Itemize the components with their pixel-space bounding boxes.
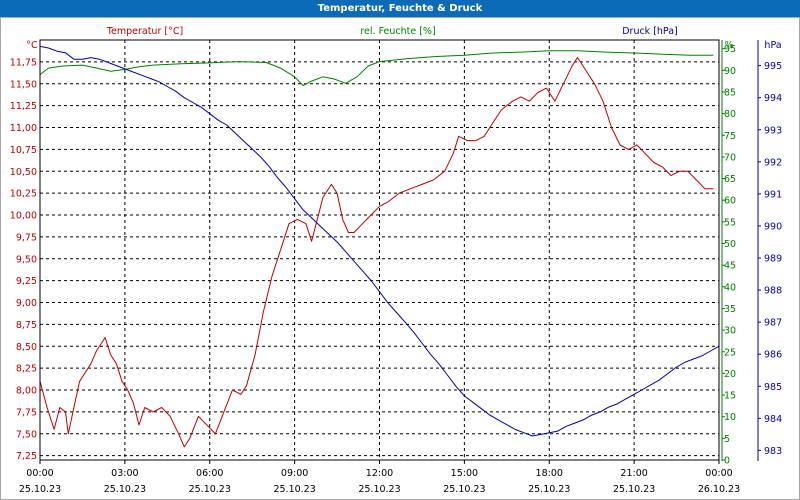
- y-tick-pressure: 993: [764, 125, 782, 136]
- y-tick-pressure: 989: [764, 254, 782, 265]
- x-tick-time: 21:00: [620, 468, 647, 479]
- series-line-left: [39, 57, 714, 448]
- x-tick-date: 25.10.23: [189, 484, 231, 495]
- x-tick-date: 25.10.23: [613, 484, 655, 495]
- y-tick-humidity: 60: [724, 196, 736, 207]
- y-tick-humidity: 35: [724, 304, 736, 315]
- y-tick-humidity: 95: [724, 44, 736, 55]
- y-tick-humidity: 85: [724, 87, 736, 98]
- y-tick-pressure: 995: [764, 61, 782, 72]
- x-tick-date: 26.10.23: [698, 484, 740, 495]
- unit-humidity: %: [724, 40, 733, 51]
- y-tick-temperature: 9,00: [16, 298, 37, 309]
- x-tick-time: 12:00: [366, 468, 393, 479]
- y-tick-humidity: 75: [724, 131, 736, 142]
- x-tick-date: 25.10.23: [19, 484, 61, 495]
- y-tick-temperature: 10,00: [10, 211, 37, 222]
- y-tick-humidity: 90: [724, 66, 736, 77]
- x-tick-date: 25.10.23: [358, 484, 400, 495]
- y-tick-temperature: 9,50: [16, 254, 37, 265]
- series-line-middle: [39, 50, 714, 86]
- y-tick-pressure: 987: [764, 318, 782, 329]
- legend-humidity: rel. Feuchte [%]: [360, 26, 435, 37]
- y-tick-pressure: 988: [764, 286, 782, 297]
- y-tick-humidity: 25: [724, 347, 736, 358]
- y-tick-pressure: 992: [764, 157, 782, 168]
- y-tick-pressure: 991: [764, 189, 782, 200]
- y-tick-humidity: 50: [724, 239, 736, 250]
- x-tick-time: 03:00: [111, 468, 138, 479]
- y-tick-humidity: 20: [724, 369, 736, 380]
- y-tick-pressure: 990: [764, 221, 782, 232]
- y-tick-humidity: 0: [724, 456, 730, 467]
- tick-labels: 00:00 25.10.23 03:00 25.10.23 06:00 25.10.23 0…: [10, 44, 782, 495]
- y-tick-humidity: 45: [724, 261, 736, 272]
- y-tick-temperature: 7,25: [16, 451, 37, 462]
- chart-title: Temperatur, Feuchte & Druck: [0, 0, 800, 17]
- y-tick-pressure: 983: [764, 446, 782, 457]
- y-tick-pressure: 994: [764, 93, 782, 104]
- unit-temperature: °C: [26, 40, 38, 51]
- y-tick-humidity: 5: [724, 434, 730, 445]
- y-tick-humidity: 15: [724, 391, 736, 402]
- x-tick-date: 25.10.23: [528, 484, 570, 495]
- x-tick-time: 15:00: [451, 468, 478, 479]
- y-tick-humidity: 40: [724, 282, 736, 293]
- y-tick-humidity: 10: [724, 412, 736, 423]
- x-tick-time: 00:00: [26, 468, 53, 479]
- y-tick-temperature: 10,25: [10, 189, 37, 200]
- y-tick-temperature: 10,75: [10, 145, 37, 156]
- y-tick-humidity: 30: [724, 326, 736, 337]
- y-tick-temperature: 9,25: [16, 276, 37, 287]
- y-tick-temperature: 11,25: [10, 101, 37, 112]
- x-tick-time: 00:00: [705, 468, 732, 479]
- series-line-right: [39, 45, 720, 437]
- series-lines: [39, 45, 720, 448]
- x-tick-time: 18:00: [536, 468, 563, 479]
- y-tick-temperature: 8,25: [16, 364, 37, 375]
- y-tick-humidity: 55: [724, 217, 736, 228]
- x-tick-time: 09:00: [281, 468, 308, 479]
- y-tick-temperature: 8,75: [16, 320, 37, 331]
- legend-pressure: Druck [hPa]: [622, 26, 678, 37]
- x-tick-time: 06:00: [196, 468, 223, 479]
- axes: [39, 39, 761, 464]
- x-tick-date: 25.10.23: [104, 484, 146, 495]
- y-tick-temperature: 7,50: [16, 429, 37, 440]
- y-tick-temperature: 8,50: [16, 342, 37, 353]
- y-tick-pressure: 984: [764, 414, 782, 425]
- y-tick-humidity: 70: [724, 152, 736, 163]
- y-tick-humidity: 80: [724, 109, 736, 120]
- y-tick-pressure: 986: [764, 350, 782, 361]
- y-tick-temperature: 10,50: [10, 167, 37, 178]
- y-tick-humidity: 65: [724, 174, 736, 185]
- y-tick-temperature: 9,75: [16, 232, 37, 243]
- x-tick-date: 25.10.23: [443, 484, 485, 495]
- y-tick-temperature: 7,75: [16, 407, 37, 418]
- unit-pressure: hPa: [764, 40, 781, 51]
- grid: [40, 40, 719, 460]
- legend-temperature: Temperatur [°C]: [106, 26, 183, 37]
- y-tick-temperature: 11,50: [10, 79, 37, 90]
- y-tick-pressure: 985: [764, 382, 782, 393]
- y-tick-temperature: 11,00: [10, 123, 37, 134]
- y-tick-temperature: 11,75: [10, 57, 37, 68]
- y-tick-temperature: 8,00: [16, 386, 37, 397]
- x-tick-date: 25.10.23: [273, 484, 315, 495]
